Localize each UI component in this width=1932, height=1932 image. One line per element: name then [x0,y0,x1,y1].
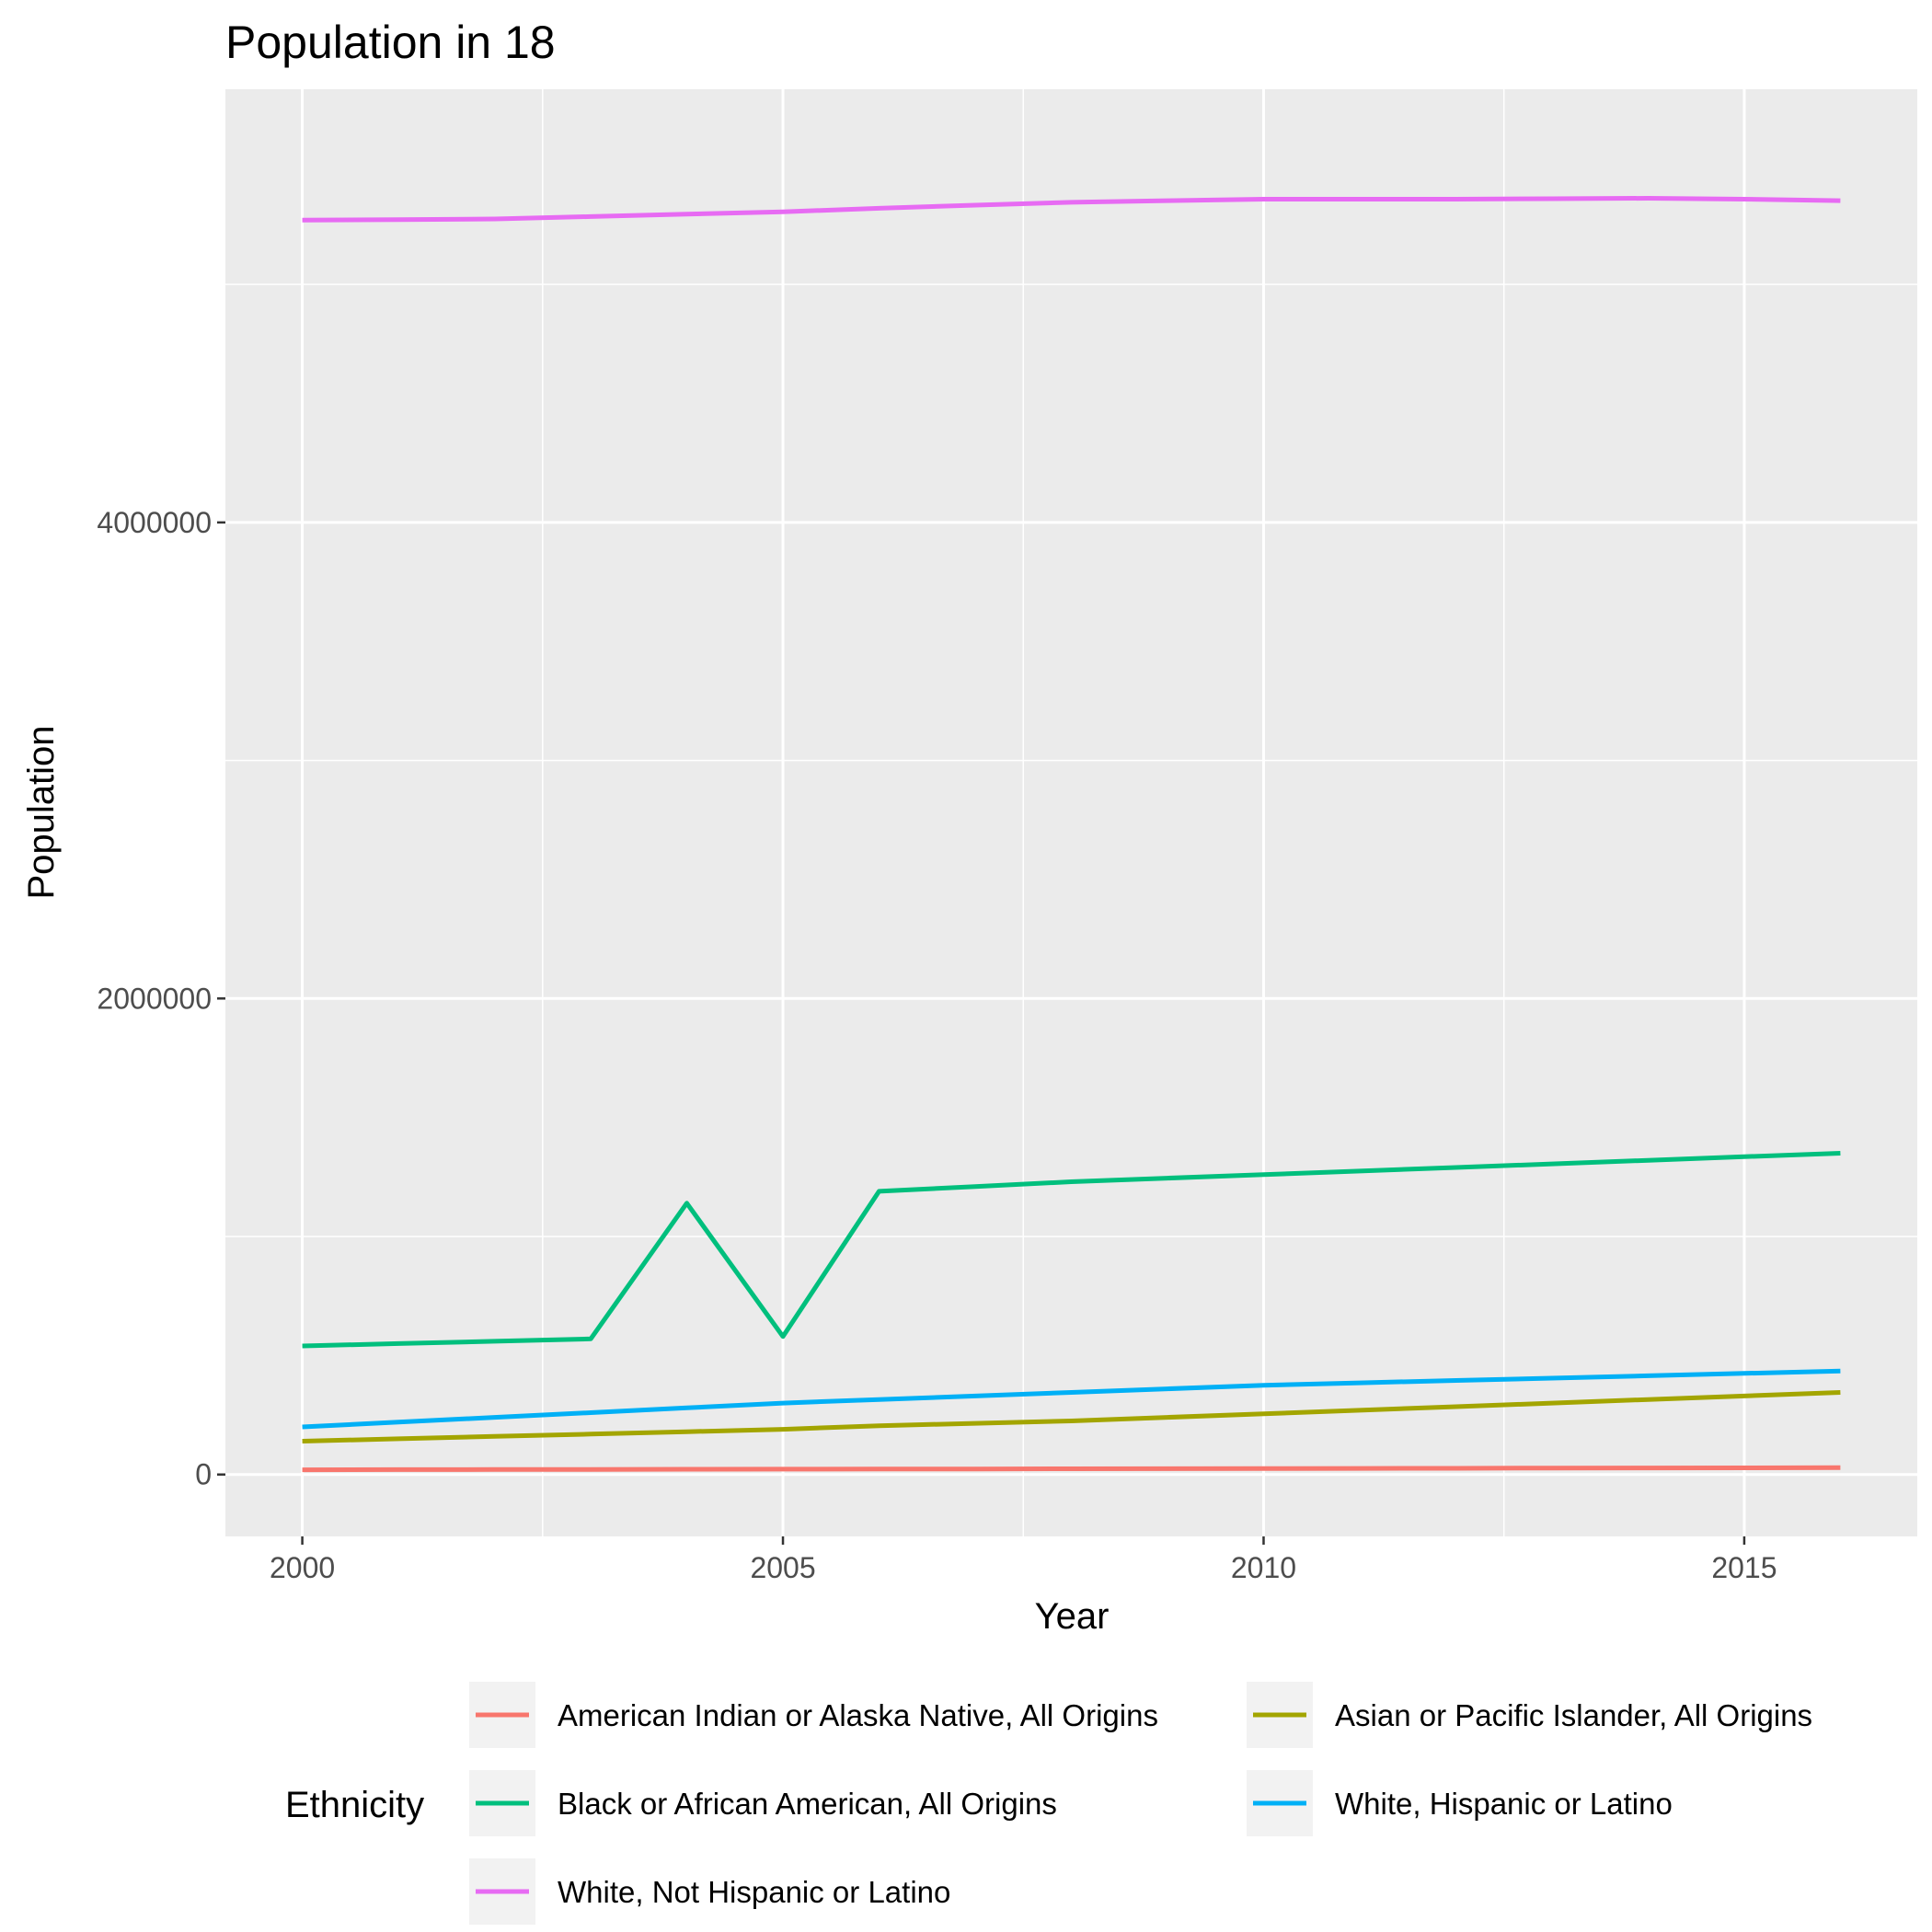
y-tick-label: 4000000 [97,506,212,539]
series-line-3 [302,1151,1841,1349]
x-tick-label: 2000 [270,1551,335,1584]
legend-title: Ethnicity [285,1785,424,1825]
legend-label: Black or African American, All Origins [558,1787,1057,1821]
x-axis: 2000 2005 2010 2015 [270,1536,1777,1584]
x-tick-label: 2015 [1711,1551,1777,1584]
minor-gridlines [225,89,1917,1536]
y-tick-label: 0 [195,1458,212,1491]
legend: Ethnicity American Indian or Alaska Nati… [285,1682,1812,1925]
major-gridlines [225,89,1917,1536]
legend-label: Asian or Pacific Islander, All Origins [1335,1698,1812,1732]
x-axis-title: Year [1035,1596,1110,1637]
series-lines [302,196,1841,1473]
y-axis-title: Population [21,725,62,899]
y-tick-label: 2000000 [97,982,212,1015]
series-line-4 [302,1368,1841,1430]
x-tick-label: 2005 [750,1551,815,1584]
series-line-5 [302,196,1841,223]
x-tick-label: 2010 [1231,1551,1296,1584]
series-line-1 [302,1465,1841,1473]
legend-label: White, Hispanic or Latino [1335,1787,1673,1821]
legend-label: American Indian or Alaska Native, All Or… [558,1698,1158,1732]
chart-title: Population in 18 [225,17,556,68]
legend-label: White, Not Hispanic or Latino [558,1875,950,1909]
plot-panel [225,89,1917,1536]
y-axis: 0 2000000 4000000 [97,506,225,1491]
series-line-2 [302,1390,1841,1443]
